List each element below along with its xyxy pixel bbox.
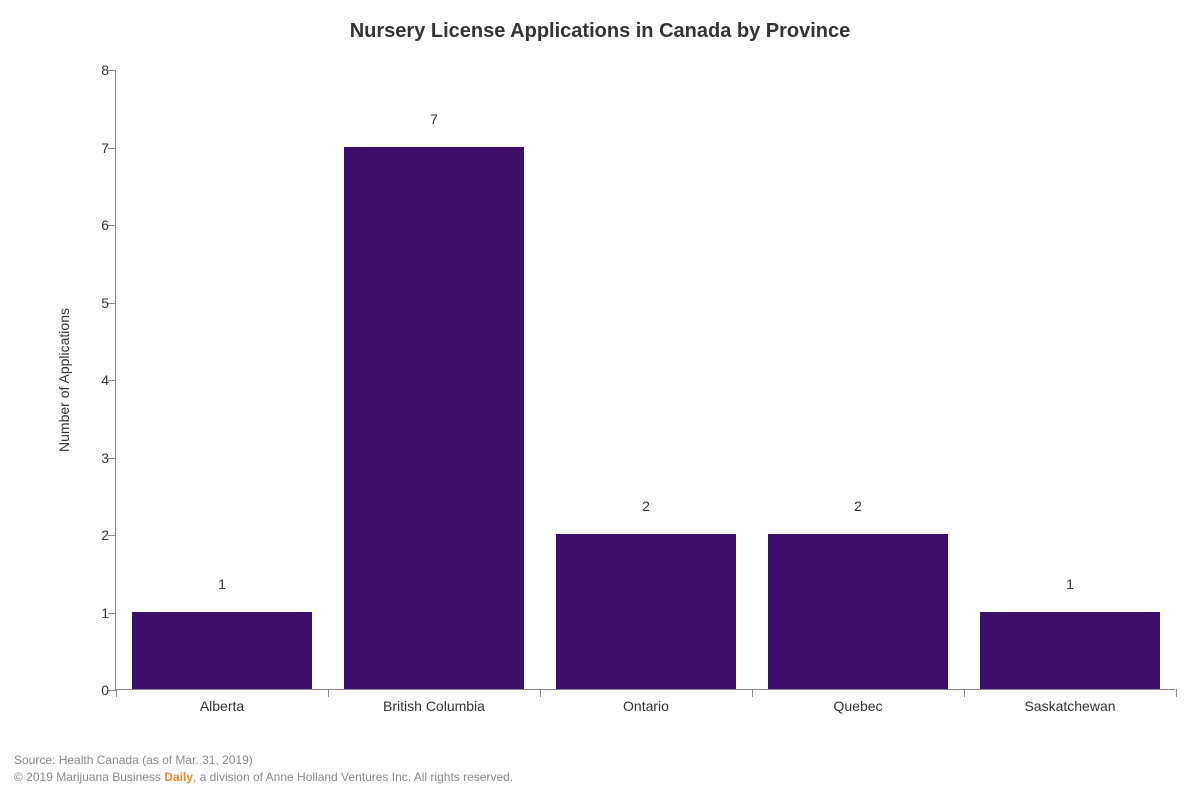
bar-value-label: 2 bbox=[642, 498, 650, 516]
bar bbox=[344, 147, 524, 690]
y-tick-label: 2 bbox=[79, 527, 109, 543]
footer-suffix: , a division of Anne Holland Ventures In… bbox=[193, 770, 513, 784]
plot-region: Number of Applications 012345678Alberta1… bbox=[115, 70, 1175, 690]
y-tick bbox=[108, 458, 116, 459]
x-tick bbox=[1176, 689, 1177, 697]
y-tick-label: 0 bbox=[79, 682, 109, 698]
footer-prefix: © 2019 Marijuana Business bbox=[14, 770, 164, 784]
y-tick-label: 6 bbox=[79, 217, 109, 233]
y-tick bbox=[108, 148, 116, 149]
y-tick-label: 3 bbox=[79, 450, 109, 466]
x-tick bbox=[964, 689, 965, 697]
x-tick bbox=[116, 689, 117, 697]
x-tick bbox=[540, 689, 541, 697]
footer-source: Source: Health Canada (as of Mar. 31, 20… bbox=[14, 752, 513, 769]
y-tick-label: 4 bbox=[79, 372, 109, 388]
y-tick bbox=[108, 690, 116, 691]
bar bbox=[556, 534, 736, 689]
bar bbox=[132, 612, 312, 690]
bar bbox=[980, 612, 1160, 690]
y-tick bbox=[108, 225, 116, 226]
y-tick bbox=[108, 70, 116, 71]
bar-value-label: 1 bbox=[1066, 576, 1074, 594]
y-tick-label: 1 bbox=[79, 605, 109, 621]
x-tick-label: Ontario bbox=[623, 698, 669, 714]
chart-title: Nursery License Applications in Canada b… bbox=[0, 0, 1200, 43]
y-tick-label: 5 bbox=[79, 295, 109, 311]
footer-em: Daily bbox=[164, 770, 193, 784]
x-tick bbox=[328, 689, 329, 697]
x-tick-label: British Columbia bbox=[383, 698, 485, 714]
y-tick-label: 8 bbox=[79, 62, 109, 78]
x-tick-label: Quebec bbox=[833, 698, 882, 714]
bar-value-label: 2 bbox=[854, 498, 862, 516]
bar-value-label: 7 bbox=[430, 111, 438, 129]
y-tick bbox=[108, 303, 116, 304]
y-axis-label: Number of Applications bbox=[56, 308, 72, 452]
x-tick bbox=[752, 689, 753, 697]
y-tick bbox=[108, 380, 116, 381]
bar-value-label: 1 bbox=[218, 576, 226, 594]
footer-copyright: © 2019 Marijuana Business Daily, a divis… bbox=[14, 769, 513, 786]
y-tick-label: 7 bbox=[79, 140, 109, 156]
bar bbox=[768, 534, 948, 689]
x-tick-label: Alberta bbox=[200, 698, 244, 714]
x-tick-label: Saskatchewan bbox=[1024, 698, 1115, 714]
y-tick bbox=[108, 535, 116, 536]
chart-footer: Source: Health Canada (as of Mar. 31, 20… bbox=[14, 752, 513, 786]
chart-area: Number of Applications 012345678Alberta1… bbox=[75, 60, 1175, 720]
y-tick bbox=[108, 613, 116, 614]
